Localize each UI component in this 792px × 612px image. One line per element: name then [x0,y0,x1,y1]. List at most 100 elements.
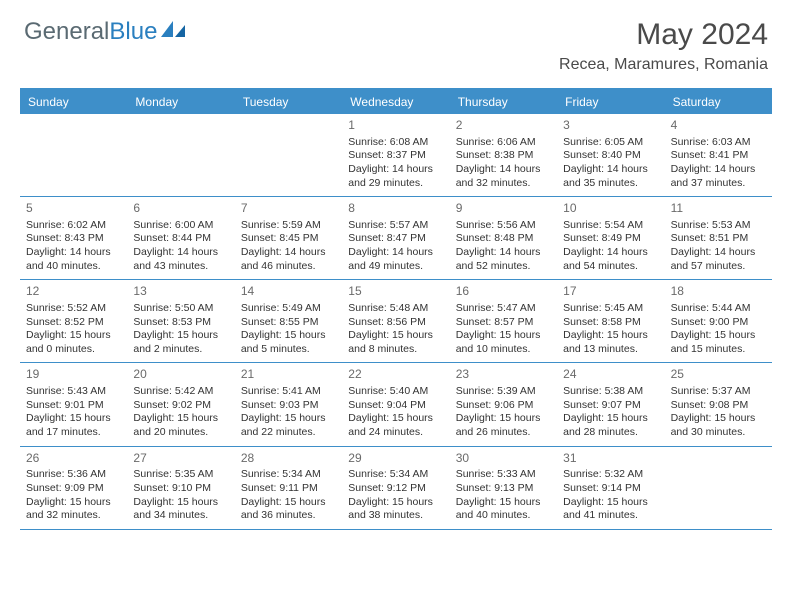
sunset-line: Sunset: 8:45 PM [241,232,336,246]
day-number: 17 [563,284,658,300]
sunrise-line: Sunrise: 5:34 AM [348,468,443,482]
daylight-line: Daylight: 14 hours and 35 minutes. [563,163,658,190]
day-number: 28 [241,451,336,467]
daylight-line: Daylight: 14 hours and 46 minutes. [241,246,336,273]
day-number: 9 [456,201,551,217]
day-number: 24 [563,367,658,383]
calendar-day-cell: 28Sunrise: 5:34 AMSunset: 9:11 PMDayligh… [235,447,342,529]
daylight-line: Daylight: 14 hours and 52 minutes. [456,246,551,273]
day-number: 30 [456,451,551,467]
day-number: 10 [563,201,658,217]
calendar-day-cell: 24Sunrise: 5:38 AMSunset: 9:07 PMDayligh… [557,363,664,445]
daylight-line: Daylight: 15 hours and 41 minutes. [563,496,658,523]
calendar-day-cell: 8Sunrise: 5:57 AMSunset: 8:47 PMDaylight… [342,197,449,279]
day-number: 19 [26,367,121,383]
sunset-line: Sunset: 9:10 PM [133,482,228,496]
calendar-day-cell: 10Sunrise: 5:54 AMSunset: 8:49 PMDayligh… [557,197,664,279]
sunrise-line: Sunrise: 5:56 AM [456,219,551,233]
calendar-day-cell: 26Sunrise: 5:36 AMSunset: 9:09 PMDayligh… [20,447,127,529]
sunset-line: Sunset: 9:13 PM [456,482,551,496]
day-number: 8 [348,201,443,217]
daylight-line: Daylight: 15 hours and 40 minutes. [456,496,551,523]
daylight-line: Daylight: 15 hours and 36 minutes. [241,496,336,523]
sunrise-line: Sunrise: 5:33 AM [456,468,551,482]
sunset-line: Sunset: 9:04 PM [348,399,443,413]
weekday-label: Monday [127,90,234,114]
daylight-line: Daylight: 14 hours and 57 minutes. [671,246,766,273]
day-number: 26 [26,451,121,467]
sunrise-line: Sunrise: 5:43 AM [26,385,121,399]
calendar-day-cell: 30Sunrise: 5:33 AMSunset: 9:13 PMDayligh… [450,447,557,529]
day-number: 23 [456,367,551,383]
sunset-line: Sunset: 9:14 PM [563,482,658,496]
sunrise-line: Sunrise: 5:57 AM [348,219,443,233]
sunrise-line: Sunrise: 5:40 AM [348,385,443,399]
daylight-line: Daylight: 15 hours and 26 minutes. [456,412,551,439]
day-number: 6 [133,201,228,217]
day-number: 16 [456,284,551,300]
month-title: May 2024 [559,18,768,52]
sunrise-line: Sunrise: 6:08 AM [348,136,443,150]
sunset-line: Sunset: 8:52 PM [26,316,121,330]
calendar-day-cell: 21Sunrise: 5:41 AMSunset: 9:03 PMDayligh… [235,363,342,445]
sunset-line: Sunset: 8:56 PM [348,316,443,330]
calendar-day-cell: 9Sunrise: 5:56 AMSunset: 8:48 PMDaylight… [450,197,557,279]
calendar-day-cell: 7Sunrise: 5:59 AMSunset: 8:45 PMDaylight… [235,197,342,279]
calendar-day-cell: 20Sunrise: 5:42 AMSunset: 9:02 PMDayligh… [127,363,234,445]
weekday-label: Wednesday [342,90,449,114]
daylight-line: Daylight: 15 hours and 34 minutes. [133,496,228,523]
sunrise-line: Sunrise: 5:35 AM [133,468,228,482]
day-number: 2 [456,118,551,134]
calendar-day-cell: 11Sunrise: 5:53 AMSunset: 8:51 PMDayligh… [665,197,772,279]
calendar-day-cell: 13Sunrise: 5:50 AMSunset: 8:53 PMDayligh… [127,280,234,362]
daylight-line: Daylight: 14 hours and 37 minutes. [671,163,766,190]
calendar-day-cell: 3Sunrise: 6:05 AMSunset: 8:40 PMDaylight… [557,114,664,196]
daylight-line: Daylight: 14 hours and 29 minutes. [348,163,443,190]
daylight-line: Daylight: 15 hours and 20 minutes. [133,412,228,439]
sunrise-line: Sunrise: 5:50 AM [133,302,228,316]
page-header: GeneralBlue May 2024 Recea, Maramures, R… [0,0,792,82]
day-number: 20 [133,367,228,383]
calendar-day-cell: 16Sunrise: 5:47 AMSunset: 8:57 PMDayligh… [450,280,557,362]
weekday-label: Tuesday [235,90,342,114]
sunset-line: Sunset: 9:11 PM [241,482,336,496]
calendar-day-cell [235,114,342,196]
day-number: 29 [348,451,443,467]
daylight-line: Daylight: 15 hours and 32 minutes. [26,496,121,523]
sunset-line: Sunset: 9:03 PM [241,399,336,413]
daylight-line: Daylight: 15 hours and 30 minutes. [671,412,766,439]
sunset-line: Sunset: 8:53 PM [133,316,228,330]
daylight-line: Daylight: 15 hours and 13 minutes. [563,329,658,356]
calendar-day-cell: 19Sunrise: 5:43 AMSunset: 9:01 PMDayligh… [20,363,127,445]
daylight-line: Daylight: 15 hours and 5 minutes. [241,329,336,356]
daylight-line: Daylight: 15 hours and 10 minutes. [456,329,551,356]
sunrise-line: Sunrise: 5:42 AM [133,385,228,399]
calendar-day-cell: 2Sunrise: 6:06 AMSunset: 8:38 PMDaylight… [450,114,557,196]
sunrise-line: Sunrise: 5:37 AM [671,385,766,399]
day-number: 5 [26,201,121,217]
location-text: Recea, Maramures, Romania [559,56,768,74]
sunrise-line: Sunrise: 6:05 AM [563,136,658,150]
daylight-line: Daylight: 15 hours and 24 minutes. [348,412,443,439]
day-number: 31 [563,451,658,467]
calendar-day-cell: 5Sunrise: 6:02 AMSunset: 8:43 PMDaylight… [20,197,127,279]
daylight-line: Daylight: 15 hours and 0 minutes. [26,329,121,356]
calendar-day-cell [20,114,127,196]
calendar-day-cell: 15Sunrise: 5:48 AMSunset: 8:56 PMDayligh… [342,280,449,362]
calendar-week-row: 5Sunrise: 6:02 AMSunset: 8:43 PMDaylight… [20,197,772,280]
calendar-day-cell: 1Sunrise: 6:08 AMSunset: 8:37 PMDaylight… [342,114,449,196]
sunrise-line: Sunrise: 5:32 AM [563,468,658,482]
sunrise-line: Sunrise: 5:48 AM [348,302,443,316]
day-number: 12 [26,284,121,300]
calendar-week-row: 19Sunrise: 5:43 AMSunset: 9:01 PMDayligh… [20,363,772,446]
sunrise-line: Sunrise: 5:39 AM [456,385,551,399]
calendar: Sunday Monday Tuesday Wednesday Thursday… [20,88,772,530]
weekday-label: Thursday [450,90,557,114]
sunrise-line: Sunrise: 5:36 AM [26,468,121,482]
sunset-line: Sunset: 8:51 PM [671,232,766,246]
daylight-line: Daylight: 15 hours and 2 minutes. [133,329,228,356]
calendar-day-cell [665,447,772,529]
daylight-line: Daylight: 15 hours and 28 minutes. [563,412,658,439]
brand-logo: GeneralBlue [24,18,187,46]
sunrise-line: Sunrise: 6:00 AM [133,219,228,233]
